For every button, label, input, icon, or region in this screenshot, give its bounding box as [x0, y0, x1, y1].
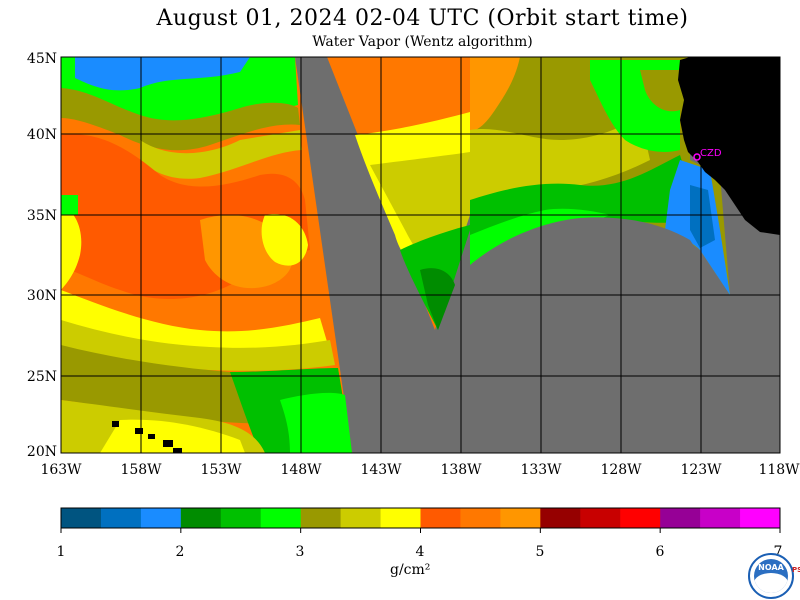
lon-label: 153W: [200, 462, 242, 478]
colorbar-tick-label: 1: [56, 544, 66, 560]
land-california: [678, 57, 780, 235]
colorbar-swatch: [660, 508, 701, 528]
right-swath-olive-patch: [640, 70, 680, 112]
hawaii-island-2: [135, 428, 143, 434]
left-swath-olive-north: [61, 88, 300, 151]
colorbar-swatch: [100, 508, 142, 528]
right-swath-blue-inner: [690, 185, 715, 248]
longitude-labels: 163W 158W 153W 148W 143W 138W 133W 128W …: [40, 462, 800, 478]
colorbar-swatch: [540, 508, 581, 528]
colorbar: [60, 507, 781, 533]
lat-label: 35N: [27, 208, 57, 224]
colorbar-tick-label: 4: [415, 544, 425, 560]
colorbar-swatch: [380, 508, 421, 528]
left-swath-blue-north: [75, 57, 250, 91]
station-dot: [693, 153, 701, 161]
colorbar-tick-label: 5: [535, 544, 545, 560]
lat-label: 40N: [27, 127, 57, 143]
colorbar-tick-label: 3: [295, 544, 305, 560]
lon-label: 158W: [120, 462, 162, 478]
lon-label: 138W: [440, 462, 482, 478]
colorbar-tick-label: 6: [655, 544, 665, 560]
water-vapor-field: [61, 57, 780, 453]
lon-label: 148W: [280, 462, 322, 478]
lon-label: 123W: [680, 462, 722, 478]
lon-label: 118W: [758, 462, 800, 478]
left-swath-yellow-ring: [261, 214, 308, 266]
left-swath-khaki-band: [61, 320, 335, 371]
map-frame: [60, 56, 781, 454]
hawaii-island-5: [173, 448, 182, 453]
noaa-logo: NOAA: [748, 553, 794, 599]
lat-label: 25N: [27, 369, 57, 385]
graticule: [61, 57, 780, 453]
lat-label: 30N: [27, 288, 57, 304]
left-swath-lime-southeast: [280, 392, 352, 453]
station-label: CZD: [700, 148, 722, 159]
colorbar-tick-label: 2: [175, 544, 185, 560]
right-swath-khaki: [470, 115, 650, 205]
colorbar-swatch: [300, 508, 342, 528]
colorbar-swatch: [580, 508, 621, 528]
lon-label: 143W: [360, 462, 402, 478]
lon-label: 163W: [40, 462, 82, 478]
left-swath-yellow-west: [61, 205, 82, 290]
colorbar-unit-label: g/cm²: [390, 562, 431, 578]
station-marker: CZD: [693, 148, 722, 161]
noaa-bird-icon: [754, 573, 788, 593]
colorbar-swatch: [620, 508, 661, 528]
psl-logo-text: PSL: [792, 566, 800, 574]
left-swath-yellow-bottom: [100, 419, 245, 453]
lon-label: 128W: [600, 462, 642, 478]
colorbar-tick-label: 7: [773, 544, 783, 560]
map-subtitle: Water Vapor (Wentz algorithm): [312, 34, 533, 50]
right-swath-gap: [470, 217, 780, 453]
right-swath-yellow-north: [470, 57, 520, 132]
colorbar-swatch: [140, 508, 182, 528]
colorbar-swatch: [460, 508, 501, 528]
colorbar-swatch: [740, 508, 781, 528]
colorbar-swatch: [61, 508, 102, 528]
hawaii-island-1: [112, 421, 119, 427]
lat-label: 20N: [27, 444, 57, 460]
colorbar-swatch: [420, 508, 461, 528]
colorbar-swatch: [260, 508, 302, 528]
colorbar-swatch: [700, 508, 741, 528]
map-title: August 01, 2024 02-04 UTC (Orbit start t…: [156, 6, 689, 31]
mid-swath-dark-green: [420, 268, 455, 330]
left-swath-green-west: [61, 195, 78, 215]
noaa-logo-text: NOAA: [758, 563, 784, 572]
hawaii-island-3: [148, 434, 155, 439]
latitude-labels: 45N 40N 35N 30N 25N 20N: [27, 51, 57, 460]
lat-label: 45N: [27, 51, 57, 67]
colorbar-swatch: [340, 508, 382, 528]
colorbar-swatch: [180, 508, 222, 528]
colorbar-swatch: [500, 508, 541, 528]
lon-label: 133W: [520, 462, 562, 478]
right-swath-green: [470, 155, 700, 262]
colorbar-swatch: [220, 508, 262, 528]
hawaii-island-4: [163, 440, 173, 447]
